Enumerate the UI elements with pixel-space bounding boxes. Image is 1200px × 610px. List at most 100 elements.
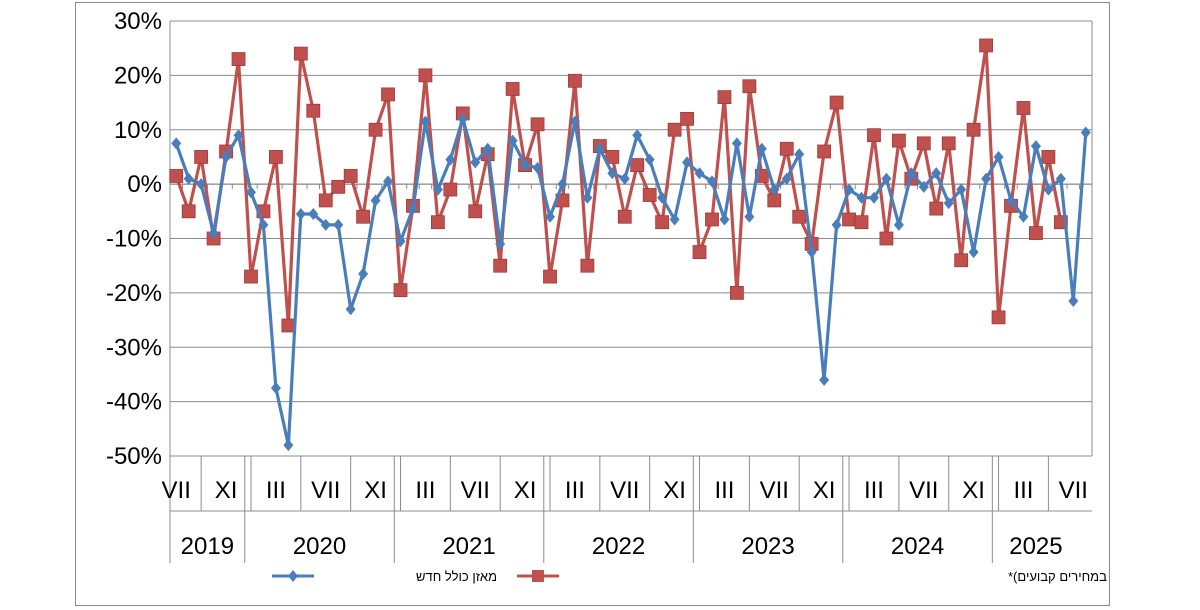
data-point-diamond [395,235,406,248]
data-point-square [169,169,184,183]
data-point-diamond [1080,126,1091,139]
y-tick-label: -50% [106,443,162,470]
x-tick-label: VII [909,477,938,504]
data-point-square [505,82,520,96]
data-point-square [717,90,732,105]
data-point-diamond [993,150,1004,163]
x-tick-label: XI [663,477,686,504]
data-point-square [817,144,832,159]
x-tick-label: VII [162,477,191,504]
data-point-diamond [819,373,830,386]
data-point-diamond [196,178,207,191]
x-tick-label: VII [1059,477,1088,504]
data-point-diamond [407,202,418,215]
year-label: 2025 [1009,533,1062,560]
y-tick-label: 20% [114,62,162,89]
data-point-diamond [1068,295,1079,308]
data-point-square [468,204,483,219]
data-point-diamond [806,246,817,259]
x-tick-label: III [565,477,585,504]
chart-frame: 30% 20% 10% 0% -10% -20% -30% -40% -50% VII XI III V… [75,2,1111,606]
data-point-square [331,179,346,194]
data-point-diamond [320,218,331,231]
data-point-diamond [532,161,543,174]
data-point-diamond [333,218,344,231]
data-point-square [792,209,807,224]
data-point-diamond [1018,210,1029,223]
data-point-diamond [582,191,593,204]
data-point-diamond [769,183,780,196]
legend-swatch-diamond [288,570,298,582]
year-label: 2019 [181,533,234,560]
data-point-square [568,73,582,88]
data-point-diamond [619,172,630,185]
data-point-square [767,193,782,208]
data-point-square [493,258,508,273]
data-point-diamond [557,178,568,191]
series-line-1 [174,43,1063,328]
data-point-diamond [1030,140,1041,153]
data-point-square [1029,226,1043,240]
data-point-square [368,122,383,137]
data-point-square [194,150,209,164]
data-point-diamond [956,183,967,196]
data-point-diamond [1043,183,1054,196]
data-point-diamond [545,210,556,223]
y-tick-label: -30% [106,334,162,361]
data-point-diamond [308,208,319,221]
data-point-diamond [968,246,979,259]
data-point-diamond [943,197,954,210]
data-point-square [655,215,670,230]
data-point-square [879,231,894,246]
data-point-square [842,212,856,227]
data-point-diamond [893,218,904,231]
data-point-square [916,136,931,151]
y-tick-label: -40% [106,389,162,416]
line-chart: 30%20%10%0%-10%-20%-30%-40%-50%VII XI III V… [106,8,1111,584]
x-tick-label: III [1013,477,1033,504]
data-point-diamond [233,129,244,142]
data-point-square [966,122,981,137]
data-point-diamond [258,218,269,231]
data-point-square [530,117,545,132]
data-point-square [318,193,333,208]
data-point-square [979,38,993,53]
data-point-diamond [520,159,531,172]
data-point-diamond [682,156,693,169]
data-point-diamond [569,115,580,128]
data-point-diamond [981,172,992,185]
data-point-square [443,182,458,197]
year-label: 2023 [741,533,794,560]
data-point-square [244,269,258,284]
data-point-square [867,128,881,143]
data-point-square [269,150,283,164]
data-point-diamond [270,382,281,395]
data-point-diamond [221,150,232,163]
legend-label-series-2: השינוי במדד הפדיון לכלל ענפי המשק (נתוני… [1008,569,1111,584]
data-point-diamond [482,142,493,155]
data-point-diamond [731,137,742,150]
data-point-diamond [245,186,256,199]
x-tick-label: XI [962,477,985,504]
data-point-diamond [744,210,755,223]
data-point-square [343,169,358,183]
data-point-diamond [856,191,867,204]
x-tick-label: III [714,477,734,504]
data-point-square [680,111,694,126]
x-tick-label: XI [215,477,238,504]
y-tick-label: -10% [106,226,162,253]
data-point-diamond [844,183,855,196]
data-point-square [730,285,744,300]
data-point-diamond [457,112,468,125]
year-label: 2024 [891,533,944,560]
data-point-square [929,201,944,216]
x-tick-label: VII [461,477,490,504]
data-point-diamond [881,172,892,185]
data-point-diamond [669,213,680,226]
x-tick-label: VII [311,477,340,504]
data-point-square [617,209,632,224]
x-tick-label: XI [364,477,387,504]
data-point-square [854,215,869,230]
data-point-square [829,95,844,110]
legend-label-series-1: מאזן כולל חדש [416,569,497,584]
